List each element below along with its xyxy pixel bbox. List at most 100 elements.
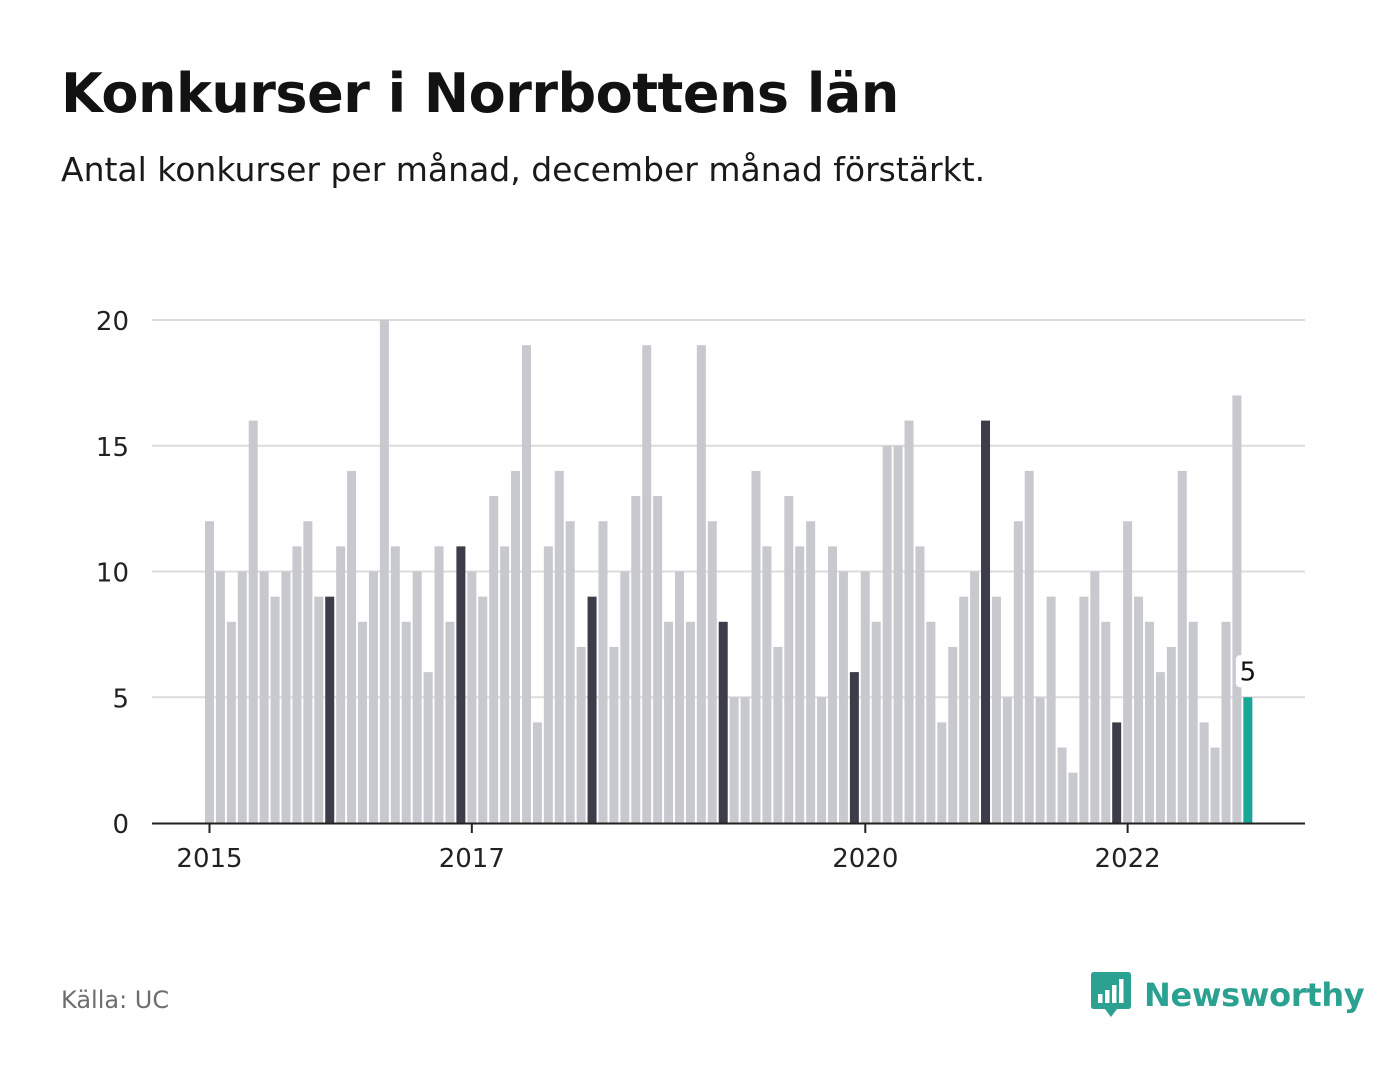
- bar: [740, 697, 750, 823]
- y-tick-label: 15: [96, 433, 129, 463]
- bar: [554, 470, 564, 823]
- bar: [565, 521, 575, 823]
- bar: [423, 672, 433, 823]
- bar: [1046, 596, 1056, 823]
- bar: [390, 546, 400, 823]
- bar: [915, 546, 925, 823]
- bar: [795, 546, 805, 823]
- bar: [904, 420, 914, 823]
- y-tick-label: 5: [112, 684, 129, 714]
- bar: [784, 496, 794, 823]
- bar: [948, 646, 958, 823]
- bar: [860, 571, 870, 823]
- y-tick-label: 10: [96, 559, 129, 589]
- bar: [926, 621, 936, 823]
- brand-name: Newsworthy: [1144, 976, 1365, 1014]
- bar: [773, 646, 783, 823]
- bar: [1155, 672, 1165, 823]
- y-tick-label: 0: [112, 810, 129, 840]
- bar: [729, 697, 739, 823]
- bar-december: [325, 596, 335, 823]
- bar: [806, 521, 816, 823]
- chart-subtitle: Antal konkurser per månad, december måna…: [61, 150, 986, 189]
- x-tick-label: 2022: [1095, 844, 1161, 874]
- bar: [631, 496, 641, 823]
- bar: [762, 546, 772, 823]
- bar: [500, 546, 510, 823]
- bar: [598, 521, 608, 823]
- bar: [336, 546, 346, 823]
- bar: [893, 445, 903, 823]
- bar: [1035, 697, 1045, 823]
- bar: [1057, 747, 1067, 823]
- bar-december: [456, 546, 466, 823]
- x-tick-label: 2017: [439, 844, 505, 874]
- newsworthy-logo-icon: [1091, 972, 1131, 1017]
- bar: [1199, 722, 1209, 823]
- bar: [467, 571, 477, 823]
- bar: [1090, 571, 1100, 823]
- bar: [937, 722, 947, 823]
- bar: [314, 596, 324, 823]
- source-note: Källa: UC: [61, 986, 170, 1014]
- bar: [270, 596, 280, 823]
- x-tick-label: 2020: [832, 844, 898, 874]
- bar: [434, 546, 444, 823]
- bar: [521, 345, 531, 823]
- bar: [1210, 747, 1220, 823]
- bar: [653, 496, 663, 823]
- y-tick-label: 20: [96, 307, 129, 337]
- bar: [1002, 697, 1012, 823]
- bar: [532, 722, 542, 823]
- brand-logo[interactable]: Newsworthy: [1090, 970, 1365, 1020]
- bar: [871, 621, 881, 823]
- bar: [576, 646, 586, 823]
- bar: [674, 571, 684, 823]
- bar: [259, 571, 269, 823]
- bar: [838, 571, 848, 823]
- bar-latest: [1243, 697, 1253, 823]
- bar: [991, 596, 1001, 823]
- bar: [1024, 470, 1034, 823]
- bar: [543, 546, 553, 823]
- bar: [1221, 621, 1231, 823]
- bar: [620, 571, 630, 823]
- bar: [1144, 621, 1154, 823]
- bar: [292, 546, 302, 823]
- bar: [1013, 521, 1023, 823]
- latest-value-label: 5: [1240, 657, 1257, 687]
- bar: [1232, 395, 1242, 823]
- bar-december: [718, 621, 728, 823]
- bar: [817, 697, 827, 823]
- bar: [642, 345, 652, 823]
- bar: [1188, 621, 1198, 823]
- bar: [970, 571, 980, 823]
- bar: [609, 646, 619, 823]
- bar: [347, 470, 357, 823]
- bar: [205, 521, 214, 823]
- bar: [664, 621, 674, 823]
- bar: [959, 596, 969, 823]
- bar: [1123, 521, 1133, 823]
- bar: [379, 320, 389, 823]
- bar: [1068, 772, 1078, 823]
- bar: [478, 596, 488, 823]
- bar-december: [1112, 722, 1122, 823]
- bar: [412, 571, 422, 823]
- bar: [226, 621, 236, 823]
- bar: [751, 470, 761, 823]
- chart-title: Konkurser i Norrbottens län: [61, 62, 899, 125]
- bar: [1177, 470, 1187, 823]
- bar: [511, 470, 521, 823]
- bar: [707, 521, 717, 823]
- latest-label-bg: [1235, 655, 1260, 688]
- bar: [281, 571, 291, 823]
- bar: [237, 571, 247, 823]
- bar: [445, 621, 455, 823]
- bar: [1166, 646, 1176, 823]
- bar: [303, 521, 313, 823]
- bar: [828, 546, 838, 823]
- bar: [1134, 596, 1144, 823]
- bar: [882, 445, 892, 823]
- bar: [685, 621, 695, 823]
